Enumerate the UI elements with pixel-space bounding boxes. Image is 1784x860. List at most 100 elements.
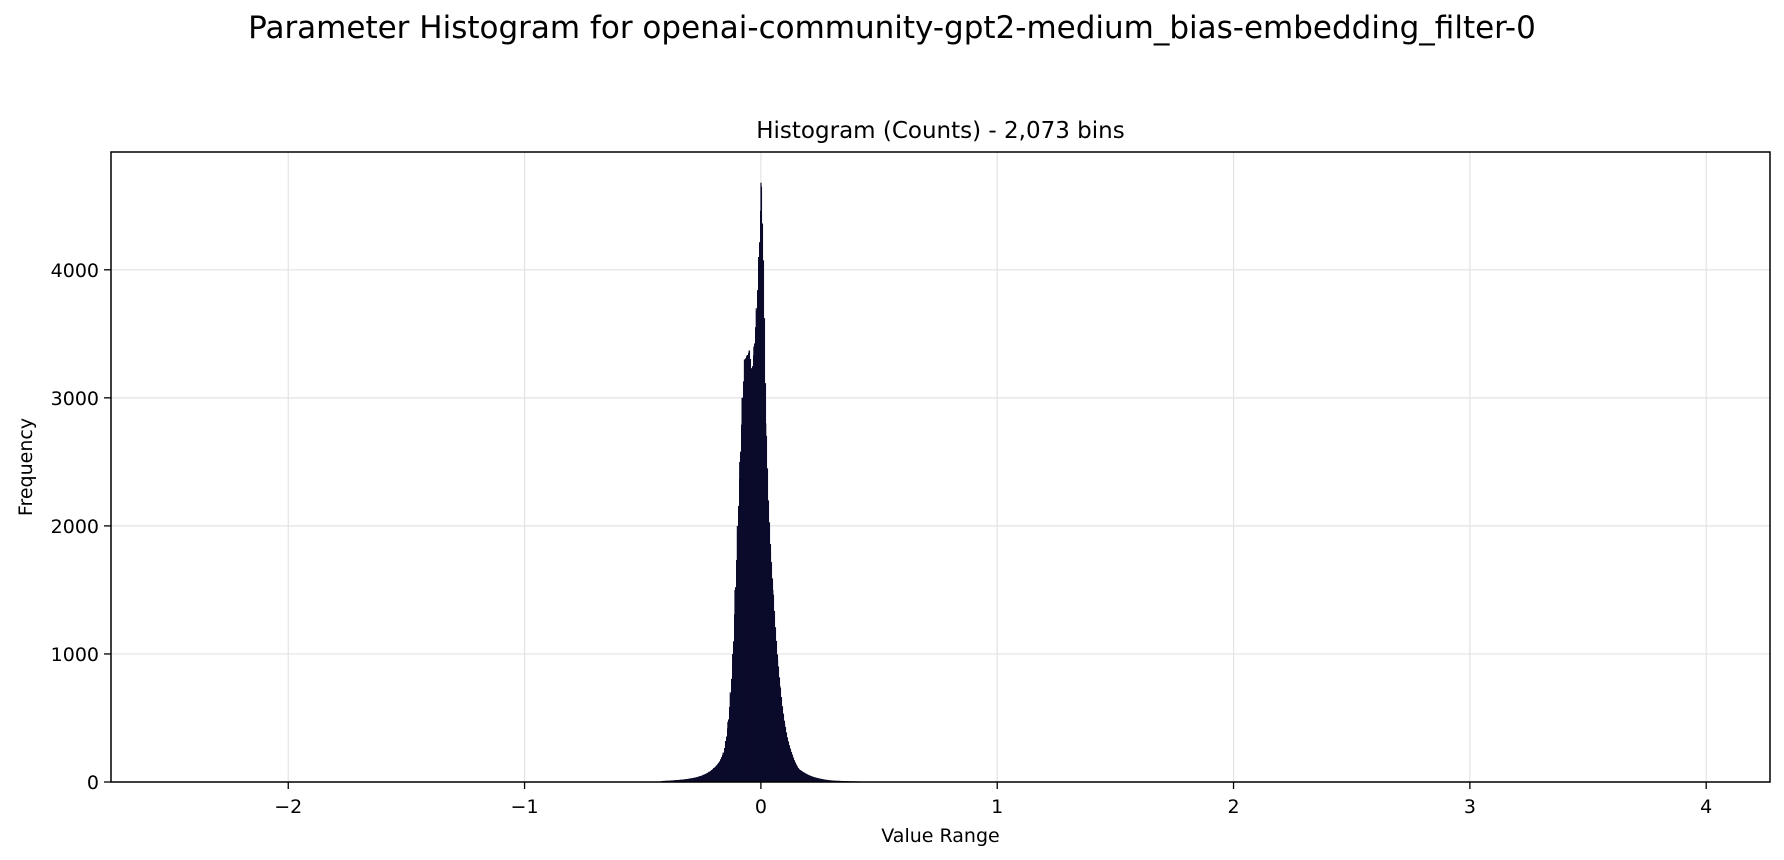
histogram-bin — [786, 737, 788, 782]
histogram-bar — [820, 778, 822, 782]
histogram-bar — [804, 772, 806, 782]
histogram-bin — [680, 779, 682, 782]
histogram-bar — [687, 778, 689, 782]
histogram-bar — [674, 780, 676, 782]
histogram-bin — [812, 776, 814, 782]
histogram-bar — [801, 770, 803, 782]
histogram-bin — [727, 721, 729, 782]
histogram-bar — [815, 777, 817, 782]
histogram-bar — [724, 748, 726, 782]
histogram-bar — [710, 770, 712, 782]
x-tick-label: 1 — [991, 796, 1003, 818]
histogram-bar — [695, 777, 697, 782]
histogram-bar — [776, 640, 778, 782]
histogram-bars — [661, 182, 881, 783]
histogram-bar — [678, 779, 680, 782]
histogram-bin — [694, 777, 696, 782]
histogram-bar — [681, 779, 683, 782]
histogram-bin — [791, 753, 793, 782]
histogram-bar — [698, 776, 700, 782]
histogram-bar — [764, 318, 766, 782]
histogram-bar — [788, 741, 790, 782]
histogram-bin — [703, 774, 705, 782]
plot-frame — [110, 151, 1771, 783]
x-tick-label: 3 — [1464, 796, 1476, 818]
histogram-bin — [802, 772, 805, 782]
histogram-bar — [747, 354, 749, 782]
histogram-bar — [802, 771, 804, 782]
histogram-bar — [823, 779, 825, 782]
histogram-bin — [762, 269, 764, 782]
histogram-bar — [832, 780, 834, 782]
histogram-bar — [682, 779, 684, 782]
histogram-bin — [779, 685, 781, 782]
histogram-bar — [736, 560, 738, 782]
histogram-bar — [825, 779, 827, 782]
histogram-bar — [754, 343, 756, 782]
histogram-bin — [739, 461, 741, 782]
histogram-bar — [740, 451, 742, 782]
histogram-bar — [828, 780, 830, 782]
histogram-bin — [760, 182, 762, 783]
histogram-bin — [784, 724, 786, 782]
y-tick-label: 1000 — [51, 644, 99, 666]
histogram-bar — [748, 352, 750, 782]
histogram-bin — [826, 779, 828, 782]
x-tick-label: −2 — [274, 796, 302, 818]
histogram-bar — [717, 764, 719, 782]
histogram-bar — [785, 726, 787, 782]
histogram-bar — [688, 778, 690, 782]
y-axis-label: Frequency — [15, 418, 37, 516]
histogram-bar — [731, 678, 733, 782]
histogram-bar — [818, 778, 820, 782]
histogram-bar — [697, 776, 699, 782]
histogram-bin — [774, 628, 776, 782]
histogram-bin — [713, 767, 715, 782]
histogram-bar — [696, 777, 698, 782]
histogram-bar — [797, 766, 799, 782]
histogram-bin — [689, 778, 691, 782]
histogram-bin — [765, 423, 767, 782]
histogram-bin — [750, 372, 753, 782]
histogram-bar — [771, 562, 773, 782]
histogram-bar — [684, 779, 686, 782]
histogram-bar — [757, 290, 759, 782]
histogram-bar — [706, 773, 708, 782]
histogram-bar — [824, 779, 826, 782]
histogram-bar — [799, 769, 801, 782]
histogram-bar — [829, 780, 831, 782]
histogram-bar — [809, 775, 811, 782]
histogram-bin — [724, 741, 727, 782]
histogram-bar — [783, 713, 785, 782]
histogram-bar — [816, 777, 818, 782]
histogram-bin — [769, 551, 772, 782]
histogram-bar — [795, 762, 797, 782]
histogram-bar — [738, 505, 740, 782]
plot-title: Histogram (Counts) - 2,073 bins — [756, 118, 1124, 144]
histogram-bin — [758, 257, 760, 782]
histogram-bin — [781, 707, 783, 782]
histogram-bin — [736, 525, 738, 782]
histogram-bin — [741, 397, 743, 782]
histogram-bin — [755, 308, 757, 782]
histogram-bar — [792, 754, 794, 782]
x-axis-label: Value Range — [881, 825, 999, 847]
histogram-bin — [734, 589, 736, 782]
histogram-bin — [684, 779, 686, 782]
histogram-bar — [773, 594, 775, 782]
histogram-bin — [729, 692, 731, 782]
histogram-bar — [703, 774, 705, 782]
histogram-bar — [745, 358, 747, 782]
histogram-bar — [721, 757, 723, 782]
histogram-bin — [795, 765, 798, 782]
histogram-bar — [769, 522, 771, 782]
histogram-bar — [729, 706, 731, 782]
histogram-bar — [821, 778, 823, 782]
histogram-bar — [810, 775, 812, 782]
histogram-bar — [714, 767, 716, 782]
histogram-bar — [692, 778, 694, 782]
histogram-bin — [708, 771, 710, 782]
histogram-bar — [722, 754, 724, 782]
histogram-bar — [805, 773, 807, 782]
